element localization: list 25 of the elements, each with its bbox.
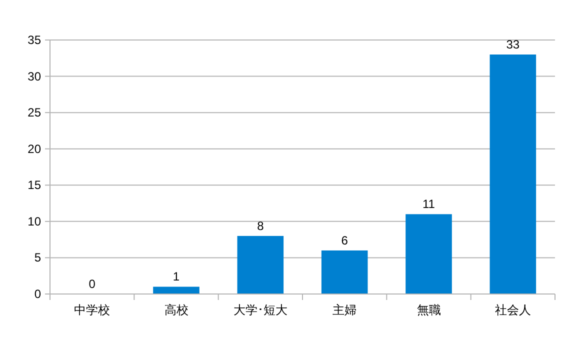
x-tick-label: 主婦 <box>332 303 357 317</box>
data-label: 6 <box>341 233 348 248</box>
data-label: 33 <box>506 38 520 52</box>
bar <box>406 214 452 294</box>
data-label: 11 <box>422 197 436 212</box>
y-tick-label: 5 <box>34 250 42 265</box>
data-label: 0 <box>88 277 96 291</box>
y-tick-label: 15 <box>28 178 42 192</box>
x-tick-label: 社会人 <box>494 303 531 317</box>
bar <box>490 54 536 294</box>
y-tick-label: 35 <box>28 33 42 47</box>
y-tick-label: 25 <box>28 106 42 120</box>
y-tick-label: 10 <box>28 214 42 228</box>
x-tick-label: 大学･短大 <box>233 303 288 317</box>
bar <box>153 286 200 294</box>
data-label: 8 <box>257 218 264 233</box>
x-tick-label: 高校 <box>164 303 188 317</box>
x-tick-label: 無職 <box>416 303 441 317</box>
y-tick-label: 0 <box>34 287 42 301</box>
x-tick-label: 中学校 <box>74 303 110 317</box>
y-tick-label: 20 <box>28 142 42 156</box>
y-tick-label: 30 <box>28 69 42 84</box>
bar <box>237 236 284 294</box>
bar <box>321 250 368 294</box>
data-label: 1 <box>172 270 180 284</box>
